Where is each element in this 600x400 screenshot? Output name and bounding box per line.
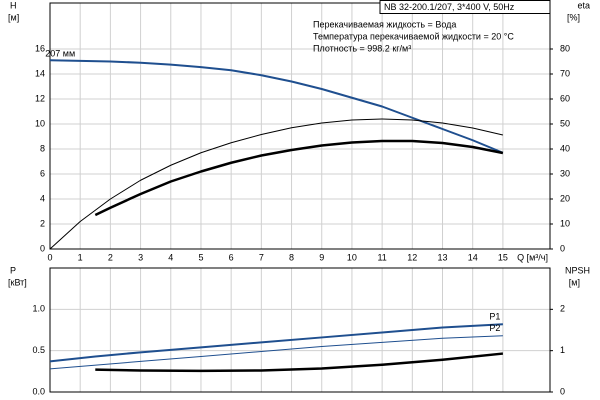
title-box — [379, 0, 551, 14]
y-tick-label: 0 — [40, 243, 45, 253]
x-tick-label: 2 — [108, 252, 113, 262]
y2-tick-label: 2 — [560, 304, 565, 314]
series-label: 207 мм — [45, 48, 75, 58]
chart-title: NB 32-200.1/207, 3*400 V, 50Hz — [384, 2, 515, 12]
y-tick-label: 6 — [40, 168, 45, 178]
y2-tick-label: 70 — [560, 68, 570, 78]
x-tick-label: 8 — [289, 252, 294, 262]
curve — [49, 335, 503, 370]
x-tick-label: 5 — [198, 252, 203, 262]
y2-axis-label: NPSH — [565, 265, 590, 275]
x-tick-label: 10 — [347, 252, 357, 262]
y-tick-label: 8 — [40, 143, 45, 153]
x-tick-label: 9 — [319, 252, 324, 262]
x-tick-label: 7 — [259, 252, 264, 262]
y-axis-unit: [м] — [8, 12, 19, 22]
y2-tick-label: 1 — [560, 345, 565, 355]
x-axis-label: Q [м³/ч] — [517, 252, 548, 262]
y-tick-label: 4 — [40, 193, 45, 203]
y2-axis-unit: [м] — [569, 277, 580, 287]
x-tick-label: 14 — [468, 252, 478, 262]
x-tick-label: 12 — [407, 252, 417, 262]
y-axis-label: P — [10, 265, 16, 275]
y-tick-label: 0.5 — [32, 345, 45, 355]
y-tick-label: 14 — [35, 68, 45, 78]
annotation: Плотность = 998.2 кг/м³ — [313, 43, 411, 53]
y2-tick-label: 40 — [560, 143, 570, 153]
y-tick-label: 10 — [35, 118, 45, 128]
x-tick-label: 4 — [168, 252, 173, 262]
series-label: P1 — [489, 312, 500, 322]
series-label: P2 — [489, 323, 500, 333]
annotation: Температура перекачиваемой жидкости = 20… — [313, 31, 514, 41]
annotation: Перекачиваемая жидкость = Вода — [313, 19, 456, 29]
y2-tick-label: 20 — [560, 193, 570, 203]
y-tick-label: 1.0 — [32, 304, 45, 314]
y2-tick-label: 0 — [560, 386, 565, 396]
y-axis-label: H — [10, 0, 17, 10]
y2-axis-unit: [%] — [567, 12, 580, 22]
plot-frame — [49, 267, 551, 393]
y2-tick-label: 80 — [560, 43, 570, 53]
x-tick-label: 3 — [138, 252, 143, 262]
y2-tick-label: 30 — [560, 168, 570, 178]
x-tick-label: 1 — [78, 252, 83, 262]
curve — [49, 323, 503, 363]
y-tick-label: 0.0 — [32, 386, 45, 396]
y-axis-unit: [кВт] — [8, 277, 27, 287]
y2-tick-label: 60 — [560, 93, 570, 103]
x-tick-label: 6 — [229, 252, 234, 262]
y-tick-label: 12 — [35, 93, 45, 103]
curve — [49, 118, 504, 250]
x-tick-label: 15 — [498, 252, 508, 262]
y-tick-label: 2 — [40, 218, 45, 228]
x-tick-label: 11 — [377, 252, 386, 262]
curve — [95, 352, 504, 373]
x-tick-label: 13 — [438, 252, 448, 262]
curve — [49, 59, 504, 154]
plot-frame — [49, 2, 551, 250]
y2-tick-label: 50 — [560, 118, 570, 128]
y2-tick-label: 10 — [560, 218, 570, 228]
y-tick-label: 16 — [35, 43, 45, 53]
y2-tick-label: 0 — [560, 243, 565, 253]
y2-axis-label: eta — [577, 0, 590, 10]
curve — [94, 139, 504, 217]
x-tick-label: 0 — [47, 252, 52, 262]
